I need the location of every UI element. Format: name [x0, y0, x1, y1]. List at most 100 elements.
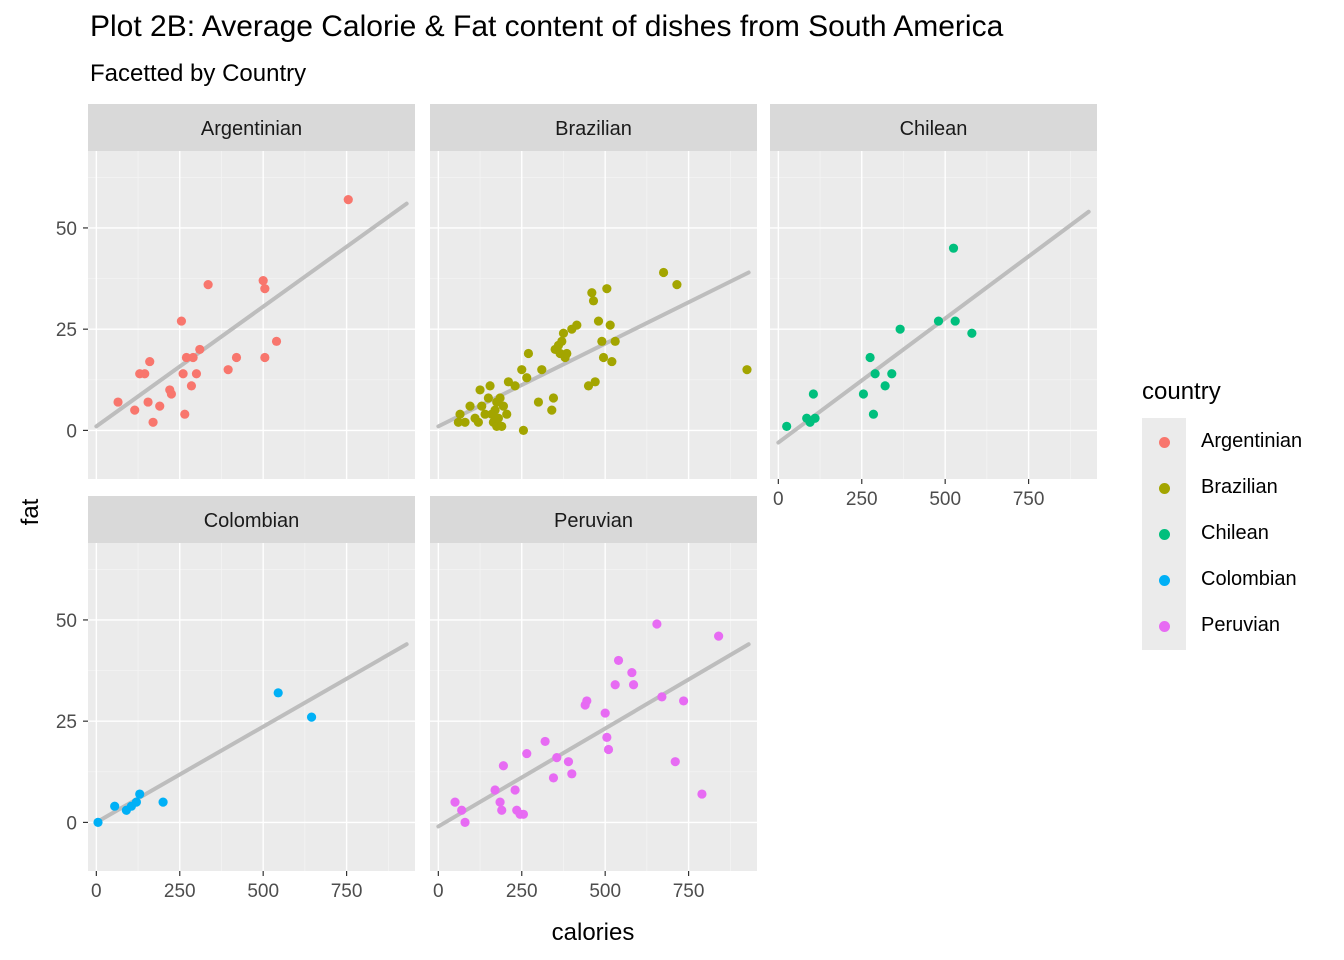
- point-brazilian: [503, 377, 514, 387]
- point-peruvian: [548, 773, 559, 783]
- x-tick-label: 750: [673, 881, 705, 902]
- point-peruvian: [563, 757, 574, 767]
- point-brazilian: [572, 320, 582, 330]
- strip-label-argentinian: Argentinian: [201, 118, 302, 140]
- y-tick-label: 25: [56, 320, 77, 341]
- x-tick-label: 500: [589, 881, 621, 902]
- point-chilean: [782, 421, 792, 431]
- point-brazilian: [658, 267, 669, 278]
- point-argentinian: [178, 369, 188, 379]
- legend-item-argentinian: Argentinian: [1142, 419, 1342, 465]
- point-argentinian: [180, 409, 190, 419]
- legend-label: Chilean: [1201, 522, 1269, 544]
- point-brazilian: [465, 401, 475, 411]
- y-tick-label: 25: [56, 712, 77, 733]
- point-brazilian: [522, 373, 532, 383]
- legend-marker: [1159, 483, 1170, 494]
- point-brazilian: [602, 284, 612, 294]
- point-brazilian: [593, 316, 604, 326]
- legend-marker: [1159, 437, 1170, 448]
- legend-marker: [1159, 575, 1170, 586]
- panel-background-chilean: [770, 151, 1097, 479]
- point-brazilian: [477, 401, 487, 411]
- point-peruvian: [628, 680, 639, 690]
- point-brazilian: [672, 280, 682, 290]
- point-brazilian: [533, 397, 544, 407]
- legend-item-colombian: Colombian: [1142, 557, 1342, 603]
- point-brazilian: [583, 381, 594, 391]
- point-brazilian: [473, 417, 483, 427]
- point-argentinian: [130, 405, 140, 415]
- point-argentinian: [203, 280, 213, 290]
- strip-chilean: [770, 104, 1097, 151]
- point-brazilian: [742, 365, 752, 375]
- point-chilean: [950, 316, 960, 326]
- panel-background-colombian: [88, 543, 415, 871]
- point-brazilian: [475, 385, 485, 395]
- trendline-argentinian: [94, 201, 409, 429]
- point-argentinian: [145, 356, 155, 367]
- point-brazilian: [518, 425, 529, 436]
- point-peruvian: [450, 797, 460, 807]
- point-colombian: [306, 712, 317, 722]
- point-colombian: [273, 688, 283, 698]
- point-colombian: [110, 801, 120, 811]
- point-colombian: [93, 817, 103, 828]
- point-argentinian: [148, 417, 158, 427]
- x-tick-label: 0: [91, 881, 102, 902]
- point-brazilian: [590, 377, 600, 387]
- point-brazilian: [453, 417, 463, 427]
- legend-label: Brazilian: [1201, 476, 1278, 498]
- point-argentinian: [181, 352, 192, 363]
- strip-label-chilean: Chilean: [900, 118, 968, 140]
- x-tick-label: 750: [1013, 489, 1045, 510]
- point-brazilian: [537, 365, 547, 375]
- point-chilean: [880, 381, 890, 391]
- point-peruvian: [567, 769, 577, 779]
- point-argentinian: [113, 397, 123, 407]
- point-argentinian: [188, 352, 198, 363]
- panel-peruvian: Peruvian 0 250 500 750: [430, 496, 757, 902]
- point-peruvian: [552, 753, 562, 763]
- point-brazilian: [588, 296, 599, 306]
- point-peruvian: [670, 757, 680, 767]
- point-brazilian: [597, 336, 607, 346]
- strip-label-colombian: Colombian: [204, 510, 300, 532]
- panel-background-brazilian: [430, 151, 757, 479]
- x-tick-label: 250: [506, 881, 538, 902]
- y-tick-label: 50: [56, 219, 77, 240]
- y-tick-label: 0: [66, 421, 77, 442]
- legend: country Argentinian Brazilian Chilean Colom…: [1142, 378, 1302, 650]
- point-brazilian: [607, 356, 617, 367]
- point-peruvian: [518, 809, 529, 819]
- point-peruvian: [497, 805, 507, 815]
- point-brazilian: [558, 328, 569, 338]
- legend-marker: [1159, 621, 1170, 632]
- legend-title: country: [1142, 378, 1221, 405]
- x-tick-label: 0: [773, 489, 784, 510]
- x-axis-title: calories: [552, 919, 635, 946]
- trendline-peruvian: [436, 642, 751, 829]
- point-brazilian: [460, 417, 470, 427]
- point-peruvian: [582, 696, 592, 706]
- point-colombian: [131, 797, 141, 807]
- point-argentinian: [258, 275, 268, 286]
- point-peruvian: [600, 708, 610, 718]
- point-chilean: [887, 369, 897, 379]
- x-tick-label: 250: [846, 489, 878, 510]
- point-chilean: [808, 389, 818, 399]
- point-brazilian: [517, 365, 527, 375]
- point-argentinian: [166, 389, 177, 399]
- point-peruvian: [657, 692, 667, 702]
- trendline-chilean: [776, 209, 1091, 445]
- x-tick-label: 250: [164, 881, 196, 902]
- point-argentinian: [343, 194, 353, 205]
- point-chilean: [933, 316, 944, 326]
- point-argentinian: [260, 284, 270, 294]
- point-peruvian: [714, 631, 724, 641]
- point-argentinian: [176, 316, 187, 326]
- strip-label-brazilian: Brazilian: [555, 118, 632, 140]
- point-brazilian: [483, 393, 493, 403]
- strip-colombian: [88, 496, 415, 543]
- point-peruvian: [627, 667, 637, 678]
